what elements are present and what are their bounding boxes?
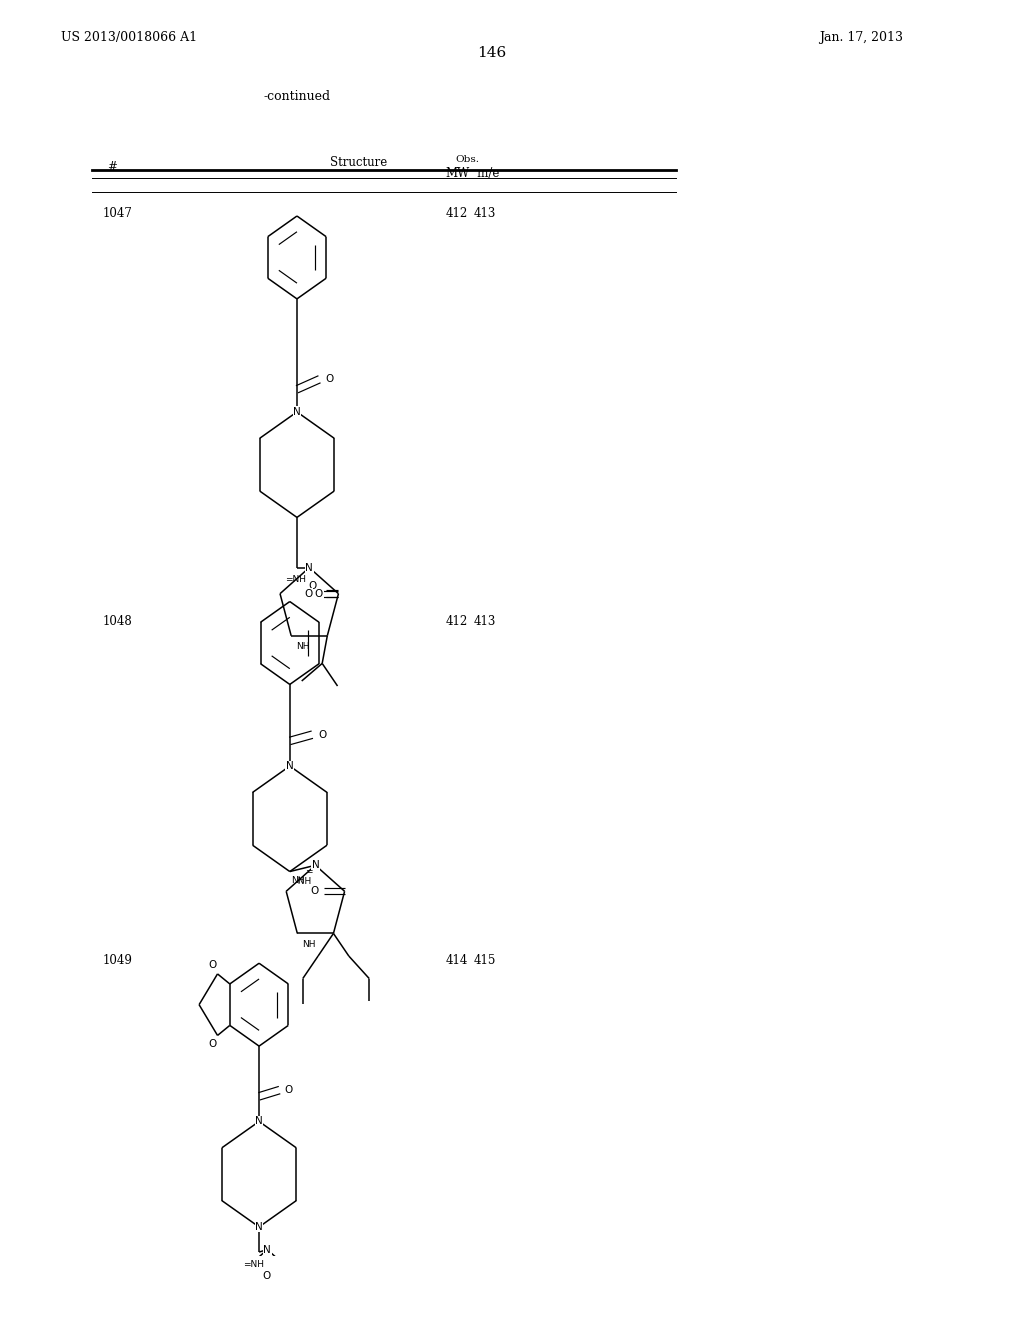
Text: O: O (208, 1039, 216, 1049)
Text: O: O (314, 589, 324, 599)
Text: Obs.: Obs. (456, 154, 479, 164)
Text: N: N (293, 407, 301, 417)
Text: O: O (304, 589, 313, 599)
Text: O: O (318, 730, 327, 739)
Text: -continued: -continued (263, 91, 331, 103)
Text: O: O (285, 1085, 293, 1096)
Text: 412: 412 (445, 207, 468, 220)
Text: 415: 415 (474, 954, 497, 968)
Text: N: N (263, 1245, 271, 1254)
Text: US 2013/0018066 A1: US 2013/0018066 A1 (61, 32, 198, 45)
Text: O: O (262, 1271, 271, 1280)
Text: 413: 413 (474, 207, 497, 220)
Text: NH: NH (296, 642, 310, 651)
Text: 1047: 1047 (102, 207, 132, 220)
Text: 413: 413 (474, 615, 497, 628)
Text: O: O (208, 960, 216, 970)
Text: =NH: =NH (285, 574, 306, 583)
Text: N: N (311, 861, 319, 870)
Text: Structure: Structure (330, 156, 387, 169)
Text: 1049: 1049 (102, 954, 132, 968)
Text: =: = (304, 867, 312, 876)
Text: NH: NH (292, 876, 311, 886)
Text: Jan. 17, 2013: Jan. 17, 2013 (819, 32, 903, 45)
Text: 146: 146 (477, 46, 506, 61)
Text: N: N (255, 1222, 263, 1232)
Text: NH: NH (291, 876, 305, 884)
Text: =NH: =NH (243, 1261, 264, 1270)
Text: NH: NH (302, 940, 316, 949)
Text: O: O (310, 886, 319, 896)
Text: MW: MW (445, 166, 470, 180)
Text: m/e: m/e (466, 166, 500, 180)
Text: 1048: 1048 (102, 615, 132, 628)
Text: #: # (108, 161, 118, 173)
Text: O: O (326, 375, 334, 384)
Text: N: N (305, 562, 313, 573)
Text: 412: 412 (445, 615, 468, 628)
Text: N: N (286, 762, 294, 771)
Text: O: O (309, 581, 317, 591)
Text: 414: 414 (445, 954, 468, 968)
Text: N: N (255, 1117, 263, 1126)
